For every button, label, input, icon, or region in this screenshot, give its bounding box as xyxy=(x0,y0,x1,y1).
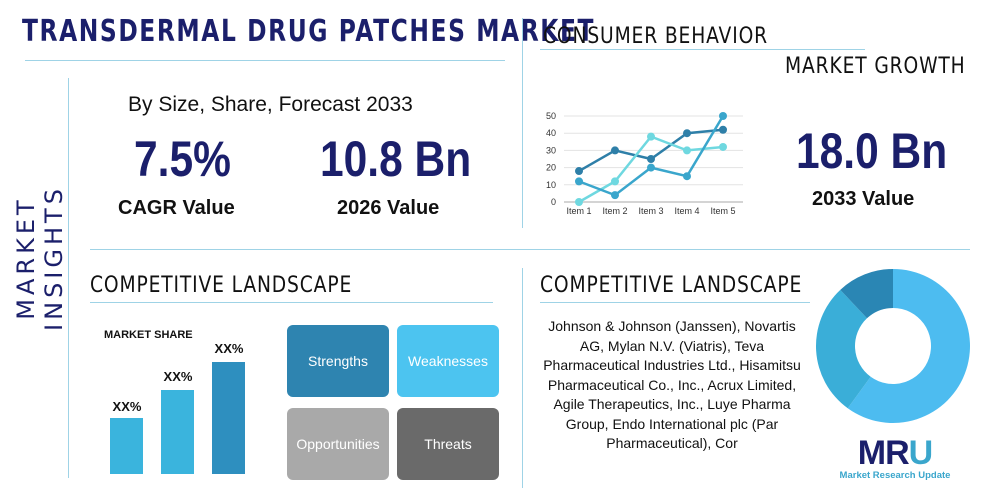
bar-label-1: XX% xyxy=(112,399,142,414)
data-point xyxy=(611,191,619,200)
x-tick-label: Item 3 xyxy=(638,206,663,216)
logo-caption: Market Research Update xyxy=(839,470,951,481)
subtitle: By Size, Share, Forecast 2033 xyxy=(128,93,413,116)
x-tick-label: Item 5 xyxy=(710,206,735,216)
donut-slice-3 xyxy=(840,269,893,319)
swot-strengths[interactable]: Strengths xyxy=(287,325,389,397)
data-point xyxy=(719,125,727,134)
data-point xyxy=(719,142,727,151)
value-2026: 10.8 Bn xyxy=(320,131,472,187)
data-point xyxy=(647,155,655,163)
data-point xyxy=(647,163,655,172)
cagr-value: 7.5% xyxy=(134,131,231,187)
data-point xyxy=(611,146,619,155)
company-list: Johnson & Johnson (Janssen), Novartis AG… xyxy=(543,318,801,451)
data-point xyxy=(575,177,583,186)
y-tick-label: 20 xyxy=(546,163,556,173)
value-2033-label: 2033 Value xyxy=(812,188,915,210)
page-title: TRANSDERMAL DRUG PATCHES MARKET xyxy=(22,14,596,49)
competitive-right-title: COMPETITIVE LANDSCAPE xyxy=(540,273,803,298)
x-tick-label: Item 4 xyxy=(674,206,699,216)
swot-threats[interactable]: Threats xyxy=(397,408,499,480)
data-point xyxy=(683,129,691,138)
data-point xyxy=(719,112,727,120)
y-tick-label: 40 xyxy=(546,128,556,138)
market-share-bars: XX% XX% XX% xyxy=(0,0,280,500)
value-2026-label: 2026 Value xyxy=(337,197,440,219)
bar-label-2: XX% xyxy=(163,369,193,384)
data-point xyxy=(683,146,691,155)
mru-logo: MRU Market Research Update xyxy=(835,436,955,481)
x-tick-label: Item 2 xyxy=(602,206,627,216)
swot-opportunities[interactable]: Opportunities xyxy=(287,408,389,480)
data-point xyxy=(611,177,619,186)
data-point xyxy=(575,167,583,176)
x-tick-label: Item 1 xyxy=(566,206,591,216)
competitive-left-title: COMPETITIVE LANDSCAPE xyxy=(90,273,353,298)
consumer-title: CONSUMER BEHAVIOR xyxy=(543,24,768,49)
bar-2 xyxy=(161,390,194,474)
bar-3 xyxy=(212,362,245,474)
bar-1 xyxy=(110,418,143,474)
bar-label-3: XX% xyxy=(214,341,244,356)
cagr-label: CAGR Value xyxy=(118,197,235,219)
donut-chart xyxy=(816,269,970,423)
y-tick-label: 30 xyxy=(546,145,556,155)
line-chart: 0 10 20 30 40 50 Item 1 Item 2 Item 3 Item 4 Item … xyxy=(546,111,743,216)
y-tick-label: 0 xyxy=(551,197,556,207)
data-point xyxy=(647,132,655,141)
y-tick-label: 50 xyxy=(546,111,556,121)
y-tick-label: 10 xyxy=(546,180,556,190)
donut-slice-1 xyxy=(847,269,970,423)
swot-weaknesses[interactable]: Weaknesses xyxy=(397,325,499,397)
value-2033: 18.0 Bn xyxy=(796,123,948,179)
data-point xyxy=(575,198,583,206)
consumer-subtitle: MARKET GROWTH xyxy=(785,54,966,79)
market-share-label: MARKET SHARE xyxy=(104,329,193,341)
donut-slice-2 xyxy=(816,289,871,409)
data-point xyxy=(683,172,691,181)
